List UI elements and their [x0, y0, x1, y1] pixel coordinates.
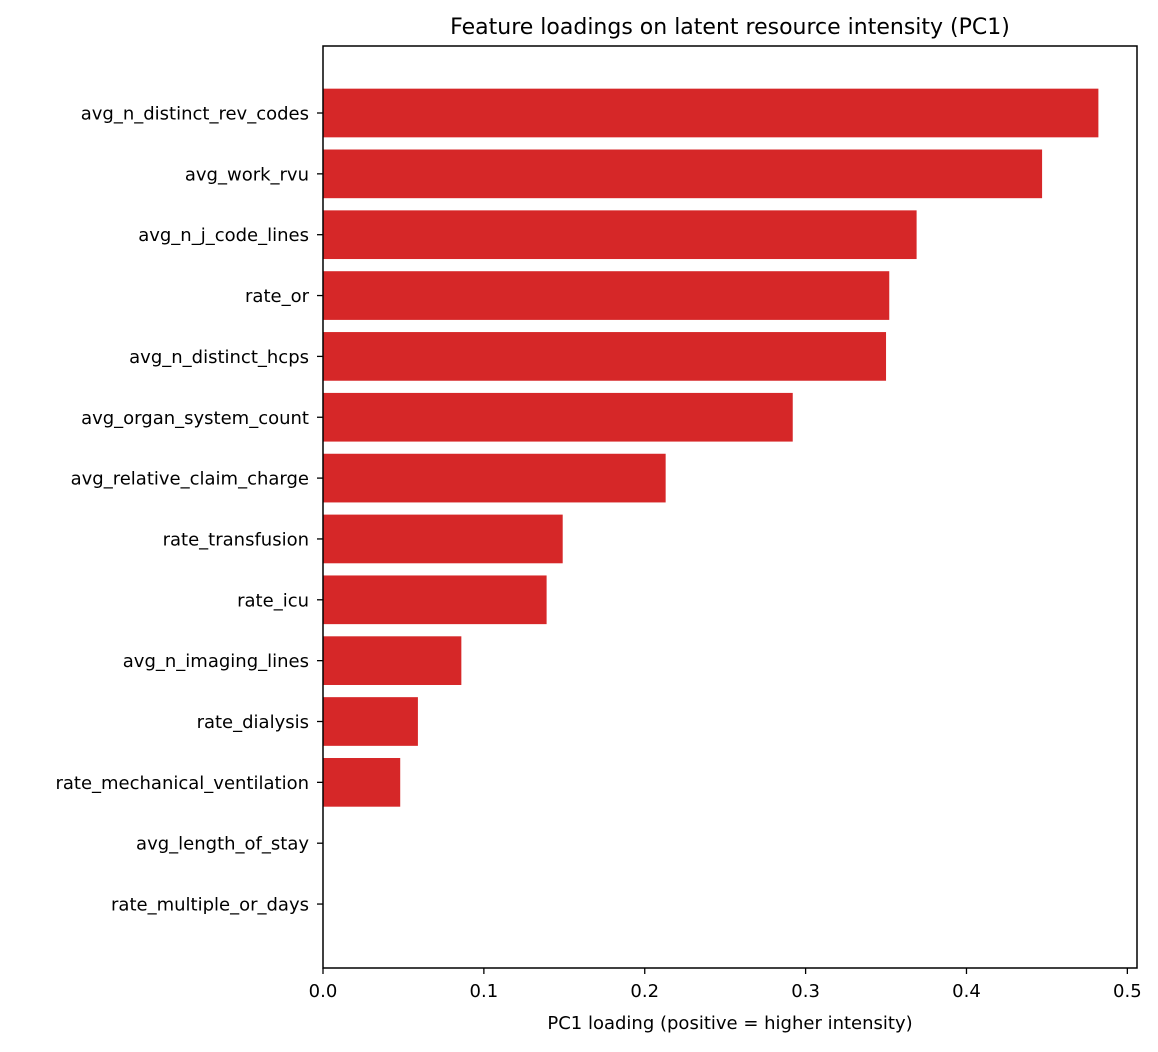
y-tick-label: rate_dialysis [197, 712, 309, 733]
y-tick-label: avg_relative_claim_charge [71, 469, 309, 490]
x-tick-label: 0.2 [630, 981, 659, 1002]
bar-avg-n-distinct-hcps [323, 332, 887, 381]
y-tick-label: rate_mechanical_ventilation [55, 773, 309, 794]
y-tick-label: rate_or [245, 286, 310, 307]
x-tick-label: 0.0 [309, 981, 338, 1002]
x-axis-label: PC1 loading (positive = higher intensity… [547, 1013, 912, 1034]
bar-rate-or [323, 271, 890, 320]
y-tick-label: rate_icu [237, 590, 309, 611]
y-tick-label: rate_multiple_or_days [111, 895, 309, 916]
bar-avg-n-distinct-rev-codes [323, 88, 1099, 138]
bar-rate-icu [323, 575, 547, 625]
y-tick-label: avg_work_rvu [185, 164, 309, 185]
bar-rate-transfusion [323, 514, 563, 564]
bar-rate-mechanical-ventilation [323, 758, 401, 807]
y-tick-label: rate_transfusion [163, 529, 309, 550]
chart-title: Feature loadings on latent resource inte… [450, 15, 1010, 40]
bar-avg-relative-claim-charge [323, 453, 666, 503]
bar-avg-work-rvu [323, 149, 1043, 199]
y-tick-label: avg_n_distinct_rev_codes [81, 104, 309, 125]
x-tick-label: 0.4 [952, 981, 981, 1002]
x-tick-label: 0.1 [470, 981, 499, 1002]
y-tick-label: avg_n_distinct_hcps [129, 347, 309, 368]
y-tick-label: avg_n_imaging_lines [123, 651, 309, 672]
bar-avg-organ-system-count [323, 392, 793, 442]
y-tick-label: avg_n_j_code_lines [138, 225, 309, 246]
y-tick-label: avg_length_of_stay [136, 834, 309, 855]
x-tick-label: 0.5 [1113, 981, 1142, 1002]
bar-rate-dialysis [323, 697, 418, 746]
x-tick-label: 0.3 [791, 981, 820, 1002]
bar-avg-n-j-code-lines [323, 210, 917, 260]
y-tick-label: avg_organ_system_count [81, 408, 309, 429]
plot-frame [322, 45, 1138, 969]
bar-avg-n-imaging-lines [323, 636, 462, 685]
